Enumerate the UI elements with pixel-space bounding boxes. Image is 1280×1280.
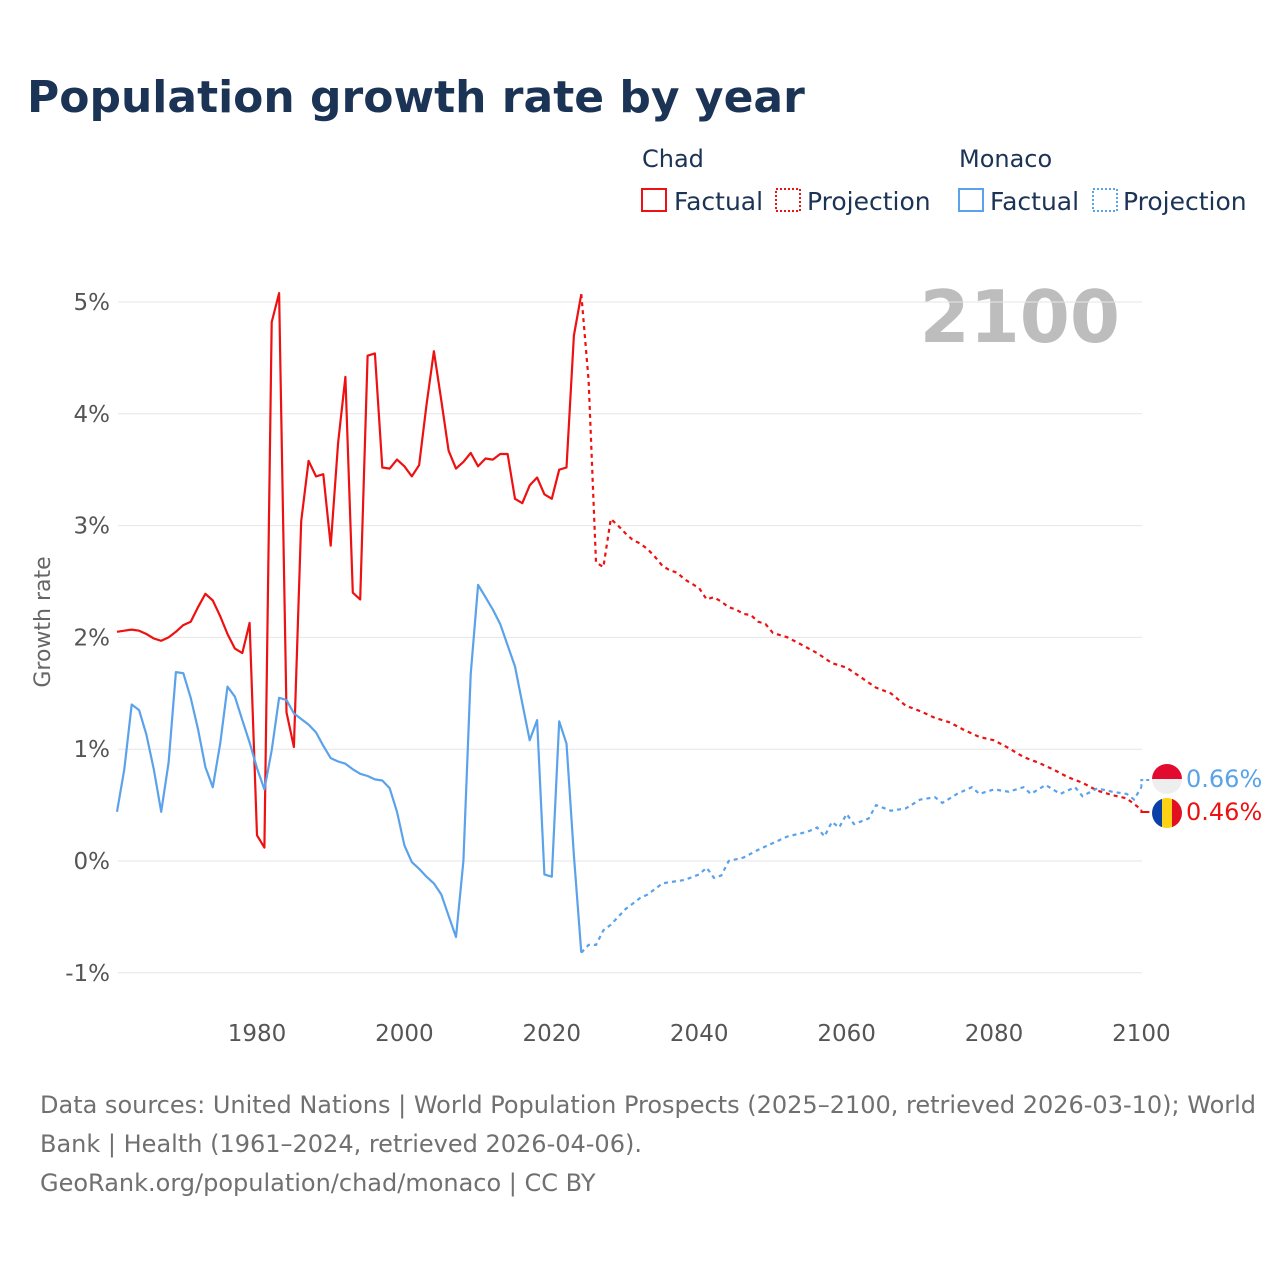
footer-attribution[interactable]: GeoRank.org/population/chad/monaco | CC … — [40, 1169, 596, 1197]
y-tick-label: 2% — [74, 625, 111, 651]
y-tick-label: 0% — [74, 849, 111, 875]
flag-yellow — [1162, 798, 1172, 828]
legend-chad-factual-swatch — [641, 188, 667, 212]
legend-monaco-factual-swatch — [958, 188, 984, 212]
x-ticks: 1980 2000 2020 2040 2060 2080 2100 — [228, 1021, 1171, 1047]
monaco-factual-line — [115, 583, 583, 953]
legend-chad-factual[interactable]: Factual — [674, 187, 763, 216]
x-tick-label: 1980 — [228, 1021, 287, 1047]
footer-sources-line1: Data sources: United Nations | World Pop… — [40, 1091, 1256, 1119]
monaco-flag-icon — [1152, 764, 1182, 794]
x-tick-label: 2060 — [817, 1021, 876, 1047]
y-ticks: -1% 0% 1% 2% 3% 4% 5% — [65, 290, 110, 987]
y-tick-label: 1% — [74, 737, 111, 763]
footer-sources-line2: Bank | Health (1961–2024, retrieved 2026… — [40, 1130, 642, 1158]
flag-blue — [1152, 798, 1162, 828]
flag-red — [1172, 798, 1182, 828]
monaco-end-value: 0.66% — [1186, 765, 1262, 793]
end-labels: 0.66% 0.46% — [1140, 764, 1262, 828]
legend-chad-projection-swatch — [775, 188, 801, 212]
current-year-label: 2100 — [920, 275, 1120, 359]
y-tick-label: 3% — [74, 514, 111, 540]
chad-end-value: 0.46% — [1186, 798, 1262, 826]
monaco-projection-line — [580, 783, 1143, 954]
chad-end-connector — [1140, 809, 1150, 813]
legend: Chad Factual Projection Monaco Factual P… — [641, 145, 1247, 216]
legend-monaco-heading: Monaco — [959, 145, 1052, 173]
legend-monaco-factual[interactable]: Factual — [990, 187, 1079, 216]
chad-projection-line — [580, 294, 1143, 811]
y-axis-label: Growth rate — [31, 556, 56, 687]
chart-title: Population growth rate by year — [27, 72, 805, 123]
legend-monaco-projection[interactable]: Projection — [1123, 187, 1247, 216]
x-tick-label: 2080 — [965, 1021, 1024, 1047]
x-tick-label: 2000 — [375, 1021, 434, 1047]
flag-red — [1152, 764, 1182, 779]
legend-chad-projection[interactable]: Projection — [807, 187, 931, 216]
chad-flag-icon — [1152, 798, 1182, 828]
footer: Data sources: United Nations | World Pop… — [40, 1091, 1256, 1197]
monaco-end-connector — [1140, 779, 1150, 788]
legend-chad-heading: Chad — [642, 145, 704, 173]
x-tick-label: 2100 — [1112, 1021, 1171, 1047]
y-tick-label: -1% — [65, 961, 110, 987]
y-tick-label: 4% — [74, 402, 111, 428]
gridlines — [118, 301, 1142, 974]
x-tick-label: 2020 — [523, 1021, 582, 1047]
flag-white — [1152, 779, 1182, 794]
y-tick-label: 5% — [74, 290, 111, 316]
series-lines — [115, 292, 1143, 954]
chad-factual-line — [116, 292, 583, 849]
x-tick-label: 2040 — [670, 1021, 729, 1047]
legend-monaco-projection-swatch — [1092, 188, 1118, 212]
